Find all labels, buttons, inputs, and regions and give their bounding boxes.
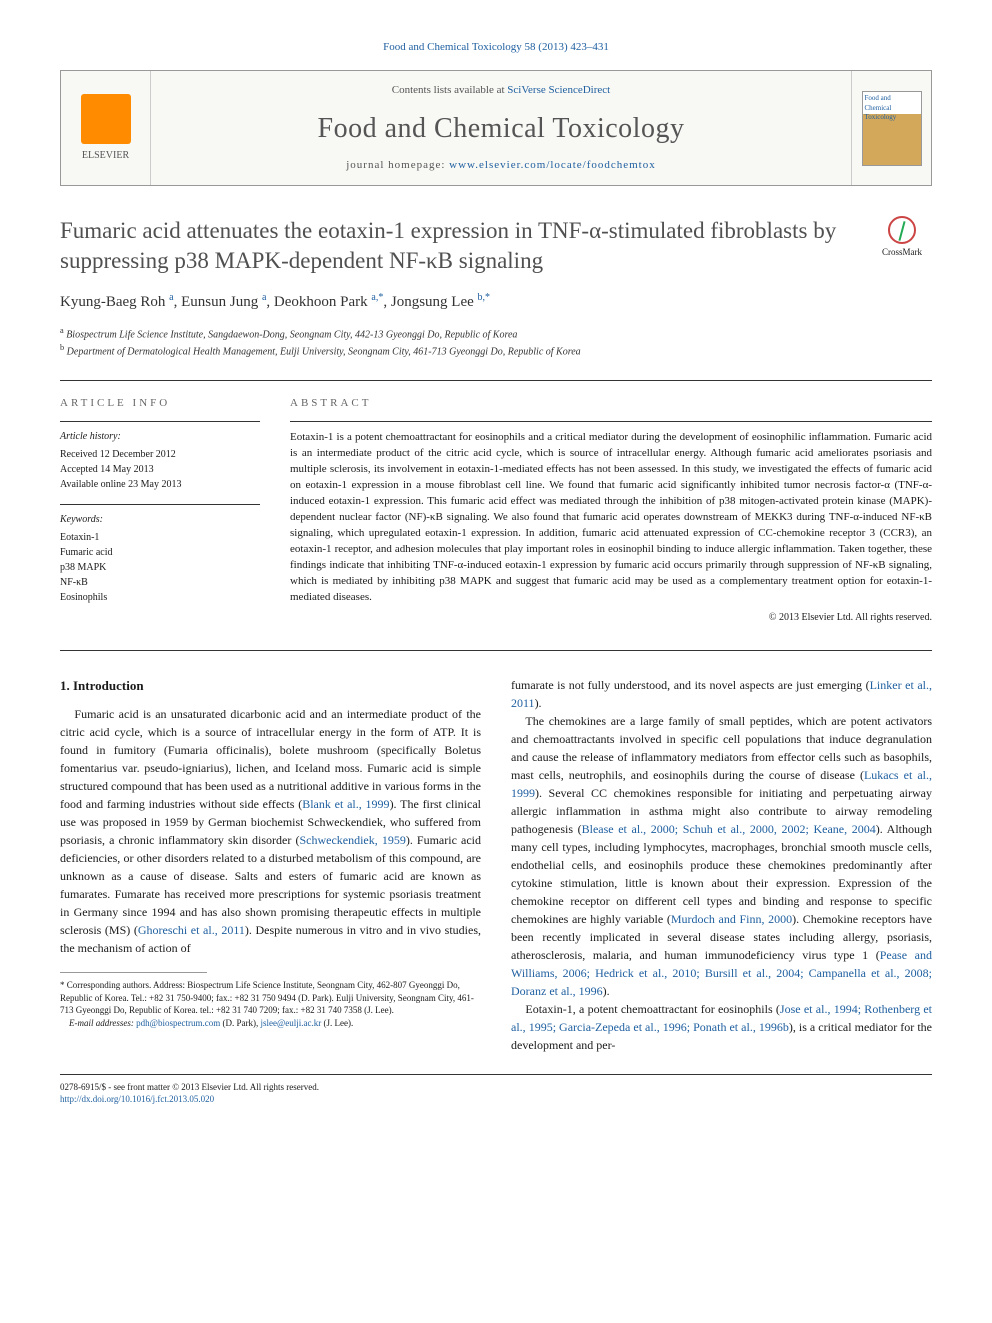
page-footer: 0278-6915/$ - see front matter © 2013 El… [60,1074,932,1106]
doi-link[interactable]: http://dx.doi.org/10.1016/j.fct.2013.05.… [60,1094,214,1104]
abstract-rule [290,421,932,422]
body-paragraph: Fumaric acid is an unsaturated dicarboni… [60,705,481,957]
title-row: Fumaric acid attenuates the eotaxin-1 ex… [60,216,932,276]
affiliation-a: a Biospectrum Life Science Institute, Sa… [60,325,932,342]
body-columns: 1. Introduction Fumaric acid is an unsat… [60,676,932,1054]
contents-prefix: Contents lists available at [392,84,507,96]
email-footnote: E-mail addresses: pdh@biospectrum.com (D… [60,1017,481,1030]
sciencedirect-link[interactable]: SciVerse ScienceDirect [507,84,610,96]
abstract-text: Eotaxin-1 is a potent chemoattractant fo… [290,430,932,605]
journal-name: Food and Chemical Toxicology [163,109,839,148]
article-info: ARTICLE INFO Article history: Received 1… [60,396,260,625]
abstract: ABSTRACT Eotaxin-1 is a potent chemoattr… [290,396,932,625]
publisher-name: ELSEVIER [82,149,129,163]
body-paragraph: The chemokines are a large family of sma… [511,712,932,1000]
journal-header-box: ELSEVIER Contents lists available at Sci… [60,70,932,186]
crossmark-icon [888,216,916,244]
citation-link[interactable]: Blank et al., 1999 [302,797,389,811]
footer-front-matter: 0278-6915/$ - see front matter © 2013 El… [60,1081,932,1094]
contents-lists-line: Contents lists available at SciVerse Sci… [163,83,839,98]
copyright: © 2013 Elsevier Ltd. All rights reserved… [290,611,932,625]
citation-link[interactable]: Blease et al., 2000; Schuh et al., 2000,… [582,822,876,836]
abstract-heading: ABSTRACT [290,396,932,411]
page: Food and Chemical Toxicology 58 (2013) 4… [0,0,992,1146]
body-paragraph: fumarate is not fully understood, and it… [511,676,932,712]
section-rule-2 [60,650,932,651]
email-label: E-mail addresses: [69,1018,136,1028]
citation-link[interactable]: Schweckendiek, 1959 [299,833,405,847]
crossmark-label: CrossMark [882,247,922,257]
citation-link[interactable]: Murdoch and Finn, 2000 [671,912,792,926]
header-center: Contents lists available at SciVerse Sci… [151,71,851,185]
introduction-heading: 1. Introduction [60,676,481,696]
history-text: Received 12 December 2012 Accepted 14 Ma… [60,447,260,492]
keywords-text: Eotaxin-1 Fumaric acid p38 MAPK NF-κB Eo… [60,530,260,605]
affiliation-b: b Department of Dermatological Health Ma… [60,342,932,359]
info-abstract-row: ARTICLE INFO Article history: Received 1… [60,396,932,625]
authors: Kyung-Baeg Roh a, Eunsun Jung a, Deokhoo… [60,291,932,313]
info-rule-2 [60,504,260,505]
running-header: Food and Chemical Toxicology 58 (2013) 4… [60,40,932,55]
cover-thumbnail-icon: Food and Chemical Toxicology [862,91,922,166]
section-rule [60,380,932,381]
journal-cover: Food and Chemical Toxicology [851,71,931,185]
body-column-left: 1. Introduction Fumaric acid is an unsat… [60,676,481,1054]
homepage-link[interactable]: www.elsevier.com/locate/foodchemtox [449,159,656,171]
keywords-label: Keywords: [60,513,260,527]
history-label: Article history: [60,430,260,444]
elsevier-tree-icon [81,94,131,144]
corresponding-author-footnote: * Corresponding authors. Address: Biospe… [60,979,481,1017]
footer-doi: http://dx.doi.org/10.1016/j.fct.2013.05.… [60,1093,932,1106]
affiliations: a Biospectrum Life Science Institute, Sa… [60,325,932,360]
article-info-heading: ARTICLE INFO [60,396,260,411]
footnote-rule [60,972,207,973]
crossmark-badge[interactable]: CrossMark [872,216,932,259]
homepage-line: journal homepage: www.elsevier.com/locat… [163,158,839,173]
email-link[interactable]: pdh@biospectrum.com [136,1018,220,1028]
publisher-logo: ELSEVIER [61,71,151,185]
info-rule [60,421,260,422]
body-paragraph: Eotaxin-1, a potent chemoattractant for … [511,1000,932,1054]
homepage-prefix: journal homepage: [346,159,449,171]
citation-link[interactable]: Ghoreschi et al., 2011 [138,923,245,937]
article-title: Fumaric acid attenuates the eotaxin-1 ex… [60,216,852,276]
email-link[interactable]: jslee@eulji.ac.kr [260,1018,321,1028]
body-column-right: fumarate is not fully understood, and it… [511,676,932,1054]
